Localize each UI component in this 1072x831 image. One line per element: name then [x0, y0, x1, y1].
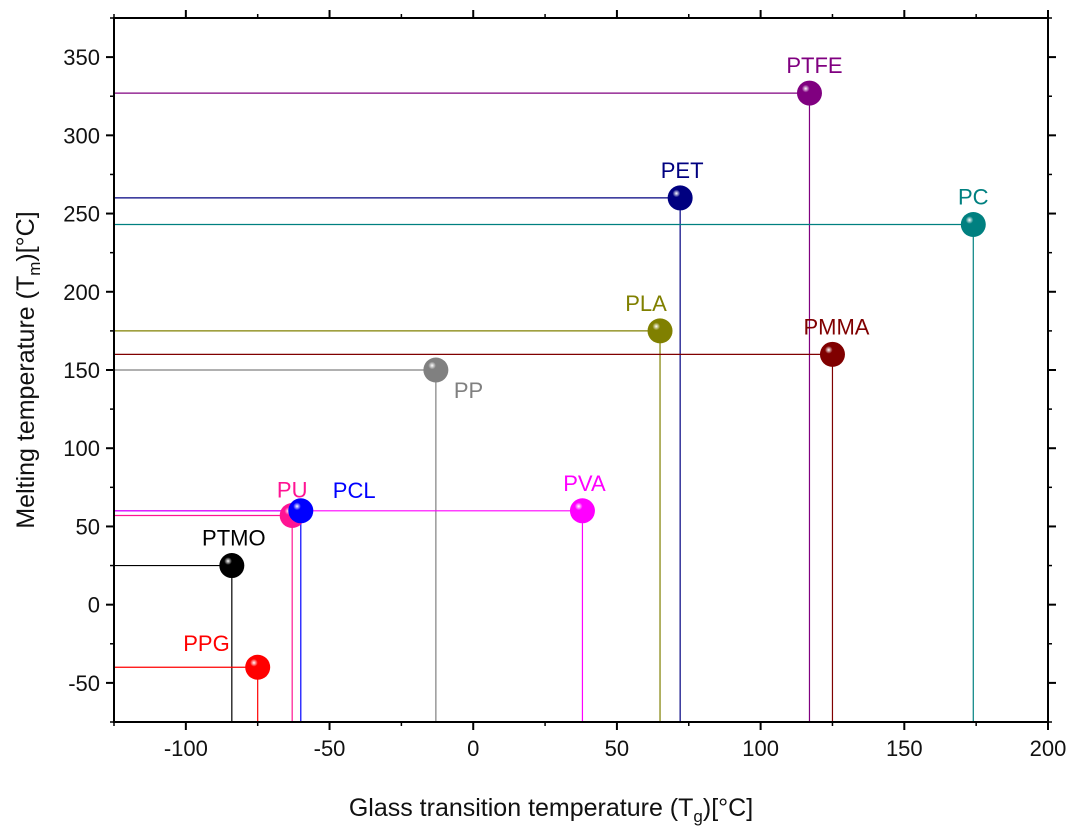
y-tick-label: 100	[63, 436, 100, 461]
x-axis-title: Glass transition temperature (Tg)[°C]	[349, 794, 753, 826]
point-label-pla: PLA	[625, 291, 667, 316]
point-pet	[667, 185, 693, 211]
x-tick-label: 0	[467, 736, 479, 761]
point-label-pp: PP	[454, 378, 483, 403]
x-tick-label: 50	[605, 736, 629, 761]
point-label-ptfe: PTFE	[786, 53, 842, 78]
point-label-ptmo: PTMO	[202, 526, 266, 551]
point-label-pu: PU	[277, 477, 308, 502]
point-pc	[960, 212, 986, 238]
y-tick-label: 200	[63, 280, 100, 305]
x-tick-label: 150	[886, 736, 923, 761]
y-tick-label: 50	[76, 514, 100, 539]
point-ptmo	[219, 553, 245, 579]
point-label-pcl: PCL	[333, 478, 376, 503]
x-tick-label: 100	[742, 736, 779, 761]
y-tick-label: 250	[63, 202, 100, 227]
point-pmma	[819, 341, 845, 367]
point-label-ppg: PPG	[183, 631, 229, 656]
y-tick-label: 0	[88, 593, 100, 618]
y-tick-label: 350	[63, 45, 100, 70]
point-label-pva: PVA	[563, 471, 606, 496]
point-pp	[423, 357, 449, 383]
point-pva	[569, 498, 595, 524]
point-ptfe	[796, 80, 822, 106]
data-points: PTFE PET PC PLA PMMA PP PU PCL PVA PTMO PPG	[183, 53, 989, 680]
point-label-pc: PC	[958, 185, 989, 210]
point-label-pmma: PMMA	[803, 314, 869, 339]
point-pla	[647, 318, 673, 344]
y-tick-label: 300	[63, 123, 100, 148]
x-tick-label: -100	[164, 736, 208, 761]
y-tick-label: -50	[68, 671, 100, 696]
x-tick-label: 200	[1030, 736, 1067, 761]
y-tick-label: 150	[63, 358, 100, 383]
point-pcl	[288, 498, 314, 524]
point-label-pet: PET	[661, 158, 704, 183]
x-tick-label: -50	[314, 736, 346, 761]
guide-lines	[114, 92, 974, 722]
axis-ticks: -100 -50 0 50 100 150 200 -50 0 50 100 150 200 250 300…	[63, 10, 1066, 761]
y-axis-title: Melting temperature (Tm)[°C]	[12, 211, 44, 528]
point-ppg	[245, 654, 271, 680]
